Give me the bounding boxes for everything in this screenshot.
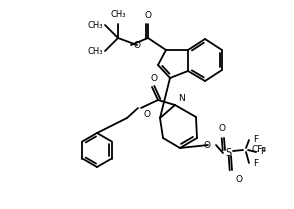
- Text: N: N: [178, 94, 185, 103]
- Text: CF₃: CF₃: [251, 145, 266, 154]
- Text: O: O: [143, 110, 150, 119]
- Text: O: O: [151, 74, 158, 83]
- Text: F: F: [253, 135, 258, 144]
- Text: O: O: [144, 11, 151, 20]
- Text: F: F: [260, 148, 265, 157]
- Text: O: O: [204, 141, 211, 150]
- Text: F: F: [253, 158, 258, 167]
- Text: CH₃: CH₃: [110, 10, 126, 19]
- Text: O: O: [218, 124, 225, 133]
- Text: O: O: [235, 175, 242, 184]
- Text: S: S: [225, 148, 231, 158]
- Text: O: O: [134, 41, 141, 50]
- Text: CH₃: CH₃: [88, 46, 103, 56]
- Text: CH₃: CH₃: [88, 20, 103, 29]
